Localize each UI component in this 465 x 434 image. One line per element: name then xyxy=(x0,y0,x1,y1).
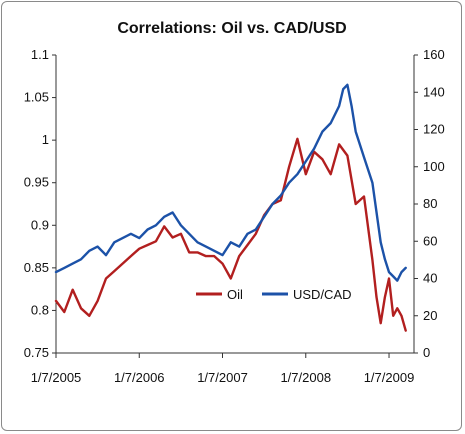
x-tick-label: 1/7/2007 xyxy=(197,370,248,385)
y-left-tick-label: 1.1 xyxy=(31,47,49,62)
y-right-tick-label: 120 xyxy=(423,122,445,137)
y-left-tick-label: 0.75 xyxy=(24,345,49,360)
series-line-oil xyxy=(54,137,407,332)
y-right-tick-label: 80 xyxy=(423,196,437,211)
plot-area xyxy=(54,83,407,332)
y-right-tick-label: 0 xyxy=(423,345,430,360)
x-tick-label: 1/7/2008 xyxy=(280,370,331,385)
y-right-tick-label: 20 xyxy=(423,308,437,323)
y-right-tick-label: 160 xyxy=(423,47,445,62)
chart-title: Correlations: Oil vs. CAD/USD xyxy=(117,20,346,37)
y-right-tick-label: 140 xyxy=(423,84,445,99)
y-right-tick-label: 60 xyxy=(423,233,437,248)
y-right-tick-label: 100 xyxy=(423,159,445,174)
y-left-tick-label: 1 xyxy=(42,132,49,147)
y-left-tick-label: 1.05 xyxy=(24,90,49,105)
y-left-tick-label: 0.9 xyxy=(31,217,49,232)
x-tick-label: 1/7/2005 xyxy=(31,370,82,385)
x-tick-label: 1/7/2009 xyxy=(364,370,415,385)
series-line-usd-cad xyxy=(54,83,407,282)
y-left-tick-label: 0.8 xyxy=(31,302,49,317)
axes: 0.75 0.8 0.85 0.9 0.95 1 1.05 1.1 0 20 40 60 80 100 12… xyxy=(24,47,445,385)
legend-label-usd-cad: USD/CAD xyxy=(293,287,352,302)
x-tick-label: 1/7/2006 xyxy=(114,370,165,385)
y-left-tick-label: 0.95 xyxy=(24,175,49,190)
legend: Oil USD/CAD xyxy=(196,287,352,302)
y-left-tick-label: 0.85 xyxy=(24,260,49,275)
legend-label-oil: Oil xyxy=(227,287,243,302)
y-right-tick-label: 40 xyxy=(423,271,437,286)
